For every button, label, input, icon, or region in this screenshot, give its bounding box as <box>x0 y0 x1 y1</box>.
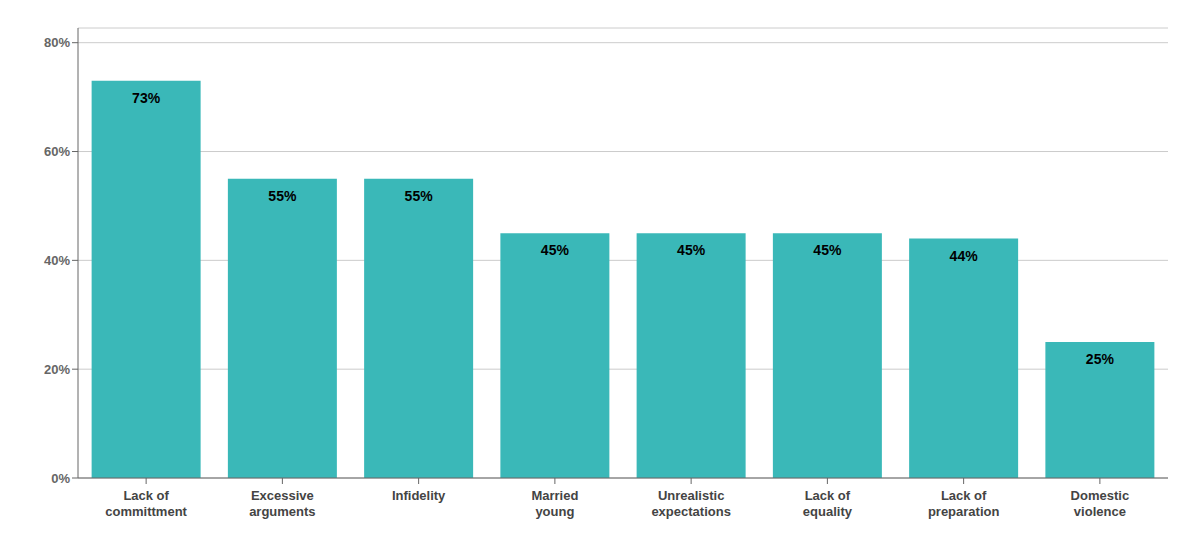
svg-text:Infidelity: Infidelity <box>392 488 446 503</box>
svg-text:Unrealisticexpectations: Unrealisticexpectations <box>651 488 730 519</box>
svg-text:45%: 45% <box>541 242 570 258</box>
svg-text:60%: 60% <box>44 144 70 159</box>
svg-text:Excessivearguments: Excessivearguments <box>249 488 315 519</box>
svg-text:Marriedyoung: Marriedyoung <box>531 488 578 519</box>
svg-text:20%: 20% <box>44 362 70 377</box>
svg-text:55%: 55% <box>405 188 434 204</box>
svg-text:Lack ofcommittment: Lack ofcommittment <box>105 488 187 519</box>
svg-text:55%: 55% <box>268 188 297 204</box>
svg-text:Lack ofequality: Lack ofequality <box>803 488 853 519</box>
svg-text:45%: 45% <box>677 242 706 258</box>
svg-text:25%: 25% <box>1086 351 1115 367</box>
svg-text:0%: 0% <box>51 471 70 486</box>
svg-text:73%: 73% <box>132 90 161 106</box>
svg-text:80%: 80% <box>44 35 70 50</box>
svg-text:Domesticviolence: Domesticviolence <box>1071 488 1130 519</box>
svg-text:40%: 40% <box>44 253 70 268</box>
svg-text:45%: 45% <box>813 242 842 258</box>
svg-text:44%: 44% <box>950 248 979 264</box>
svg-text:Lack ofpreparation: Lack ofpreparation <box>928 488 1000 519</box>
